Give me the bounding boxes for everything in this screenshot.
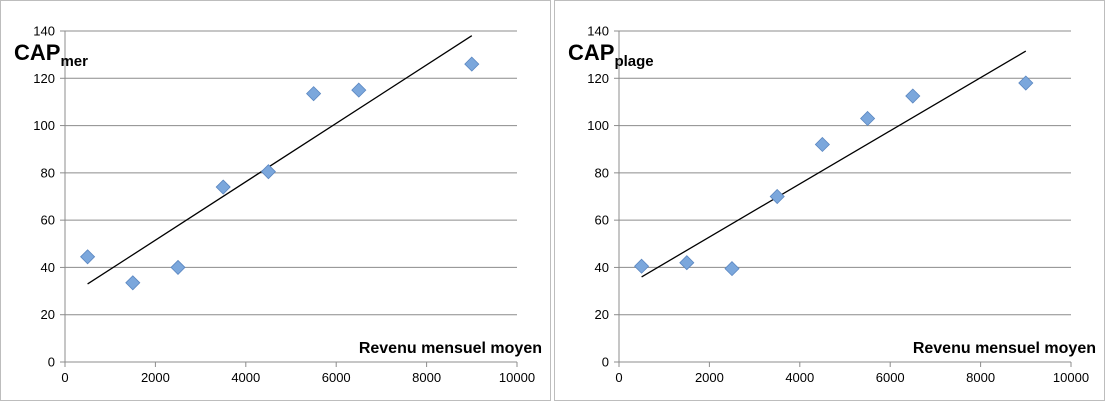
data-point — [769, 188, 785, 205]
y-tick-label: 0 — [48, 355, 55, 370]
data-point — [306, 86, 322, 102]
x-tick-label: 0 — [61, 370, 68, 385]
x-axis-label: Revenu mensuel moyen — [359, 340, 542, 357]
y-tick-label: 20 — [595, 307, 609, 322]
data-point — [170, 259, 186, 275]
data-point — [80, 249, 96, 265]
y-tick-label: 0 — [602, 355, 609, 370]
y-tick-label: 60 — [595, 213, 609, 228]
data-point — [125, 275, 141, 291]
y-tick-label: 140 — [587, 24, 609, 39]
y-tick-label: 140 — [33, 24, 55, 39]
chart-frame — [0, 0, 551, 401]
scatter-chart-plage: 0 20 40 60 80 100 120 140 0 2000 4000 6000 8000 10000… — [554, 0, 1105, 401]
x-axis-label: Revenu mensuel moyen — [913, 340, 1096, 357]
data-point — [260, 164, 276, 180]
data-point — [1018, 75, 1034, 91]
x-tick-label: 4000 — [231, 370, 260, 385]
data-point — [724, 261, 740, 277]
x-tick-label: 8000 — [966, 370, 995, 385]
data-point — [351, 82, 367, 98]
x-tick-label: 6000 — [322, 370, 351, 385]
data-point — [679, 255, 695, 271]
x-tick-label: 6000 — [876, 370, 905, 385]
y-tick-label: 20 — [41, 307, 55, 322]
y-tick-label: 40 — [41, 260, 55, 275]
data-point — [905, 88, 921, 104]
data-point — [464, 56, 480, 72]
chart-panel-plage: 0 20 40 60 80 100 120 140 0 2000 4000 6000 8000 10000… — [554, 0, 1105, 401]
x-tick-label: 0 — [615, 370, 622, 385]
chart-frame — [554, 0, 1105, 401]
x-tick-label: 10000 — [1053, 370, 1089, 385]
y-tick-label: 100 — [33, 118, 55, 133]
chart-title-subscript: mer — [60, 53, 88, 70]
data-point — [860, 110, 876, 127]
y-tick-label: 40 — [595, 260, 609, 275]
y-tick-label: 80 — [595, 165, 609, 180]
x-tick-label: 2000 — [695, 370, 724, 385]
chart-panel-mer: 0 20 40 60 80 100 120 140 0 2000 4000 6000 8000 10000… — [0, 0, 551, 401]
data-point — [814, 136, 830, 153]
y-tick-label: 100 — [587, 118, 609, 133]
y-tick-label: 80 — [41, 165, 55, 180]
y-tick-label: 120 — [33, 71, 55, 86]
x-tick-label: 4000 — [785, 370, 814, 385]
x-tick-label: 2000 — [141, 370, 170, 385]
y-tick-label: 120 — [587, 71, 609, 86]
scatter-chart-mer: 0 20 40 60 80 100 120 140 0 2000 4000 6000 8000 10000… — [0, 0, 551, 401]
data-point — [634, 258, 650, 274]
trendline — [641, 50, 1027, 278]
y-tick-label: 60 — [41, 213, 55, 228]
x-tick-label: 10000 — [499, 370, 535, 385]
trendline — [87, 35, 473, 285]
data-point — [215, 179, 231, 195]
x-tick-label: 8000 — [412, 370, 441, 385]
chart-title-subscript: plage — [614, 53, 653, 70]
